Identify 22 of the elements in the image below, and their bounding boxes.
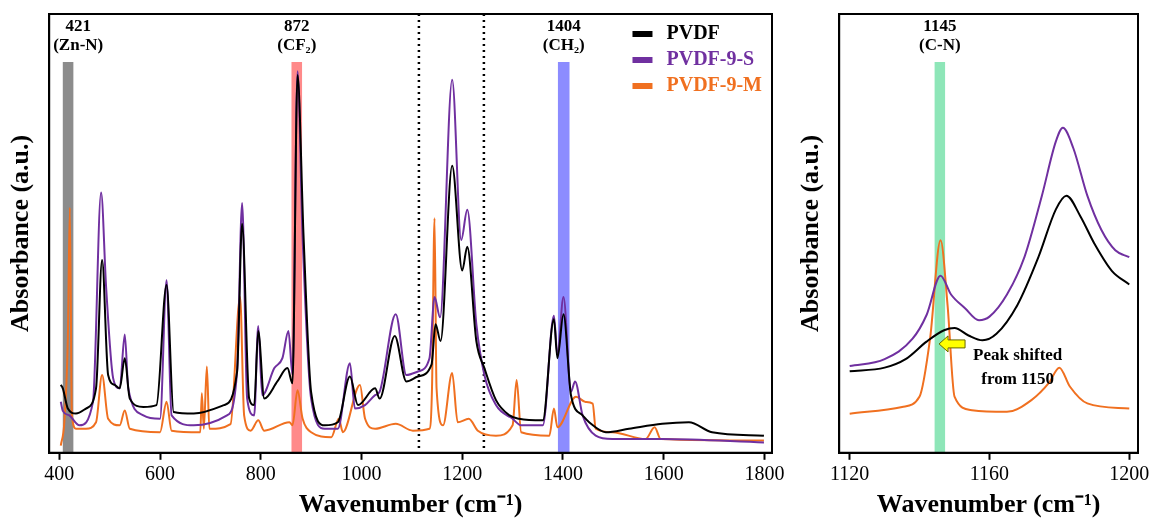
x-tick-label: 1800 bbox=[744, 462, 785, 485]
x-tick-label: 1400 bbox=[542, 462, 583, 485]
legend-label: PVDF bbox=[666, 21, 720, 44]
x-tick-label: 1000 bbox=[341, 462, 382, 485]
x-tick-label: 1160 bbox=[969, 462, 1010, 485]
x-tick-label: 1120 bbox=[830, 462, 870, 485]
band-label: 1145 (C-N) bbox=[919, 15, 961, 54]
band-label: 1404 (CH₂) bbox=[542, 15, 585, 54]
x-tick-label: 1200 bbox=[442, 462, 483, 485]
x-tick-label: 800 bbox=[245, 462, 276, 485]
band-label: 872 (CF₂) bbox=[277, 15, 317, 54]
y-axis-title: Absorbance (a.u.) bbox=[795, 134, 825, 332]
legend-label: PVDF-9-S bbox=[666, 47, 755, 70]
y-axis-title: Absorbance (a.u.) bbox=[5, 134, 35, 332]
x-tick-label: 400 bbox=[44, 462, 75, 485]
legend-label: PVDF-9-M bbox=[666, 73, 763, 96]
x-tick-label: 1600 bbox=[643, 462, 684, 485]
x-axis-title: Wavenumber (cm⁻¹) bbox=[876, 489, 1101, 519]
x-tick-label: 1200 bbox=[1109, 462, 1150, 485]
band-label: 421 (Zn-N) bbox=[53, 15, 104, 54]
x-tick-label: 600 bbox=[145, 462, 176, 485]
x-axis-title: Wavenumber (cm⁻¹) bbox=[298, 489, 523, 519]
